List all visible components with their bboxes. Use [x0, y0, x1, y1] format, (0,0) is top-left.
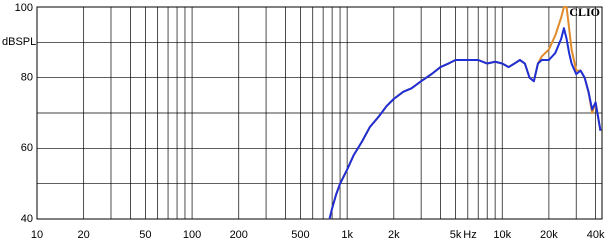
response-line: [328, 27, 602, 220]
x-axis-label: Hz: [463, 229, 476, 241]
x-tick-label: 500: [291, 229, 309, 241]
y-tick-label: 60: [21, 142, 33, 154]
x-tick-label: 100: [183, 229, 201, 241]
y-tick-label: 100: [15, 2, 33, 14]
x-tick-label: 2k: [388, 229, 400, 241]
x-tick-label: 1k: [341, 229, 353, 241]
x-tick-label: 20: [78, 229, 90, 241]
x-tick-label: 200: [230, 229, 248, 241]
x-tick-label: 10: [31, 229, 43, 241]
y-tick-label: 80: [21, 72, 33, 84]
x-tick-label: 40k: [587, 229, 605, 241]
y-axis-label: dBSPL: [2, 36, 36, 48]
x-tick-label: 50: [139, 229, 151, 241]
annotation: CLIO: [569, 5, 600, 19]
y-tick-label: 40: [21, 213, 33, 225]
x-tick-label: 5k: [450, 229, 462, 241]
plot-frame: [36, 6, 603, 220]
x-tick-label: 20k: [540, 229, 558, 241]
x-tick-label: 10k: [493, 229, 511, 241]
